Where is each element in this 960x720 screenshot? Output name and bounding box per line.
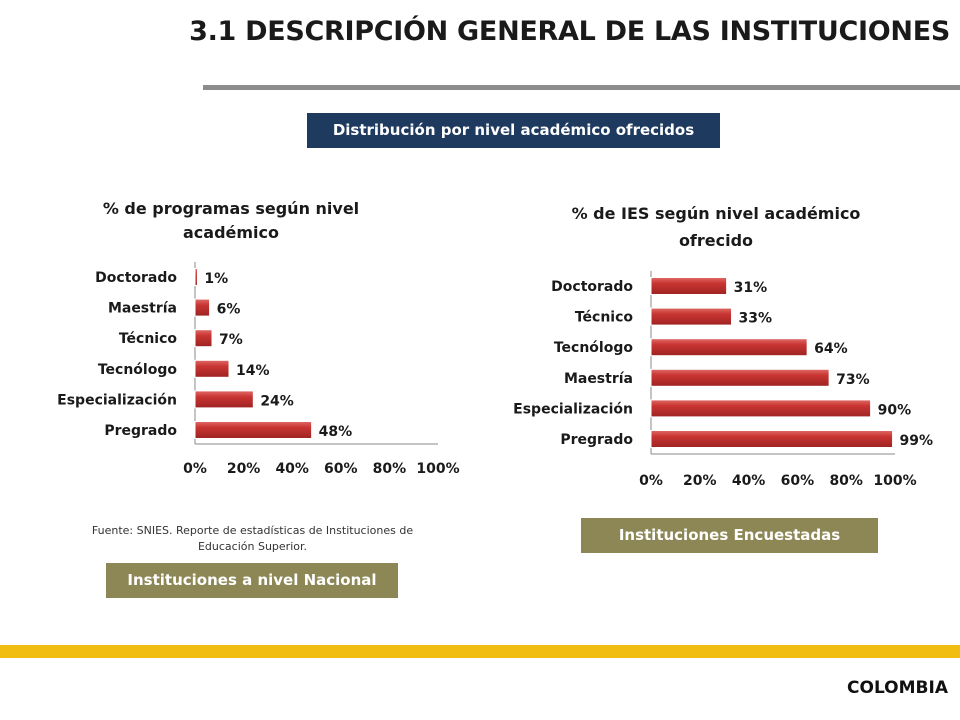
category-label: Pregrado — [104, 423, 177, 439]
bar — [194, 268, 198, 286]
x-tick-label: 60% — [324, 461, 358, 477]
category-label: Técnico — [575, 310, 634, 326]
x-tick-label: 0% — [183, 461, 207, 477]
data-label: 99% — [900, 433, 934, 449]
category-label: Especialización — [57, 392, 177, 408]
x-tick-label: 60% — [781, 473, 815, 489]
data-label: 14% — [236, 363, 270, 379]
chart-title-line: % de programas según nivel — [103, 199, 359, 218]
category-label: Técnico — [119, 331, 178, 347]
chart-title-line: ofrecido — [679, 231, 753, 250]
footer-stripe — [0, 645, 960, 658]
section-banner: Distribución por nivel académico ofrecid… — [307, 113, 720, 148]
data-label: 31% — [734, 280, 768, 296]
data-label: 48% — [319, 424, 353, 440]
bar — [650, 277, 728, 295]
bar — [650, 338, 808, 357]
category-label: Especialización — [513, 401, 633, 417]
chart-title-line: académico — [183, 223, 279, 242]
banner-nacional: Instituciones a nivel Nacional — [106, 563, 398, 598]
charts-canvas: % de programas según nivel académico Docto… — [57, 199, 933, 489]
x-tick-label: 0% — [639, 473, 663, 489]
data-label: 24% — [260, 393, 294, 409]
bar — [194, 329, 213, 348]
bar — [650, 307, 733, 326]
bar — [650, 399, 872, 418]
title-rule — [203, 85, 960, 90]
data-label: 90% — [878, 402, 912, 418]
page-title: 3.1 DESCRIPCIÓN GENERAL DE LAS INSTITUCI… — [189, 16, 950, 47]
category-label: Tecnólogo — [554, 340, 634, 356]
bar — [194, 359, 230, 378]
x-tick-label: 40% — [275, 461, 309, 477]
data-label: 7% — [219, 332, 243, 348]
banner-encuestadas: Instituciones Encuestadas — [581, 518, 878, 553]
x-tick-label: 100% — [416, 461, 459, 477]
bar — [650, 430, 894, 448]
chart-ies: % de IES según nivel académico ofrecido Do… — [513, 204, 933, 489]
category-label: Doctorado — [95, 270, 177, 286]
data-label: 6% — [217, 302, 241, 318]
category-label: Tecnólogo — [98, 362, 178, 378]
bar — [194, 421, 313, 439]
source-note: Fuente: SNIES. Reporte de estadísticas d… — [91, 524, 414, 553]
data-label: 1% — [204, 271, 228, 287]
x-tick-label: 80% — [373, 461, 407, 477]
x-tick-label: 100% — [873, 473, 916, 489]
data-label: 33% — [739, 311, 773, 327]
category-label: Doctorado — [551, 279, 633, 295]
category-label: Maestría — [564, 371, 633, 387]
bar — [650, 368, 830, 387]
x-tick-label: 20% — [683, 473, 717, 489]
bar — [194, 390, 254, 409]
chart-title-line: % de IES según nivel académico — [572, 204, 861, 223]
x-tick-label: 40% — [732, 473, 766, 489]
footer-country-label: COLOMBIA — [847, 678, 948, 698]
category-label: Maestría — [108, 301, 177, 317]
chart-programas: % de programas según nivel académico Docto… — [57, 199, 459, 477]
bar — [194, 298, 211, 317]
category-label: Pregrado — [560, 432, 633, 448]
x-tick-label: 20% — [227, 461, 261, 477]
data-label: 64% — [814, 341, 848, 357]
x-tick-label: 80% — [829, 473, 863, 489]
data-label: 73% — [836, 372, 870, 388]
